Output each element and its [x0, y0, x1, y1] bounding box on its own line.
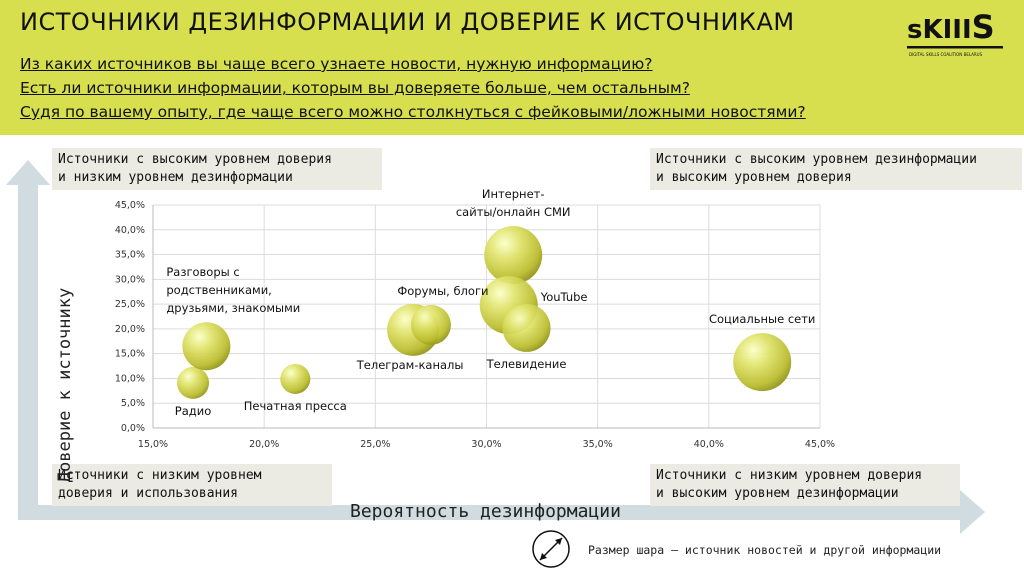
- bubble-label: Печатная пресса: [244, 399, 347, 413]
- bubble-size-legend-icon: [532, 530, 570, 568]
- bubble: [502, 303, 551, 352]
- quadrant-top-right: Источники с высоким уровнем дезинформаци…: [650, 148, 1022, 190]
- quadrant-bottom-left: Источники с низким уровнем доверия и испо…: [52, 464, 332, 506]
- bubble-label: Разговоры с: [166, 265, 239, 279]
- bubble: [177, 366, 210, 399]
- bubble: [733, 333, 792, 392]
- x-tick-label: 30,0%: [471, 439, 501, 450]
- y-tick-label: 25,0%: [115, 299, 145, 310]
- bubble-size-note: Размер шара – источник новостей и другой…: [588, 543, 942, 557]
- y-tick-label: 0,0%: [121, 423, 145, 434]
- svg-text:DIGITAL SKILLS COALITION BELAR: DIGITAL SKILLS COALITION BELARUS: [909, 52, 983, 57]
- bubble: [182, 322, 231, 371]
- quadrant-bottom-right: Источники с низким уровнем доверия и высо…: [650, 464, 960, 506]
- bubble-label: родственниками,: [166, 283, 271, 297]
- quadrant-top-left: Источники с высоким уровнем доверия и низ…: [52, 148, 382, 190]
- x-tick-label: 25,0%: [360, 439, 390, 450]
- y-tick-label: 5,0%: [121, 398, 145, 409]
- skills-logo: sKIIIS DIGITAL SKILLS COALITION BELARUS: [907, 8, 1003, 57]
- bubble-label: друзьями, знакомыми: [166, 301, 300, 315]
- bubble: [410, 304, 451, 345]
- y-tick-label: 40,0%: [115, 225, 145, 236]
- y-tick-label: 10,0%: [115, 373, 145, 384]
- header-banner: ИСТОЧНИКИ ДЕЗИНФОРМАЦИИ И ДОВЕРИЕ К ИСТО…: [0, 0, 1024, 135]
- x-tick-label: 45,0%: [805, 439, 835, 450]
- question-3: Судя по вашему опыту, где чаще всего мож…: [20, 103, 806, 121]
- x-axis-title: Вероятность дезинформации: [350, 501, 621, 522]
- question-1: Из каких источников вы чаще всего узнает…: [20, 55, 653, 73]
- x-tick-label: 20,0%: [249, 439, 279, 450]
- bubble: [280, 363, 311, 394]
- svg-text:sKIIIS: sKIIIS: [907, 8, 995, 46]
- bubble-label: Телеграм-каналы: [356, 358, 464, 372]
- bubble-label: Форумы, блоги: [397, 284, 488, 298]
- page-title: ИСТОЧНИКИ ДЕЗИНФОРМАЦИИ И ДОВЕРИЕ К ИСТО…: [20, 8, 795, 36]
- x-tick-label: 35,0%: [583, 439, 613, 450]
- bubble-label: Социальные сети: [709, 312, 815, 326]
- y-tick-label: 35,0%: [115, 250, 145, 261]
- x-tick-label: 40,0%: [694, 439, 724, 450]
- bubble-label: Телевидение: [486, 357, 567, 371]
- bubble-label: YouTube: [540, 290, 588, 304]
- x-tick-label: 15,0%: [138, 439, 168, 450]
- y-tick-label: 20,0%: [115, 324, 145, 335]
- bubble: [484, 226, 543, 285]
- bubble-label: сайты/онлайн СМИ: [456, 205, 571, 219]
- y-tick-label: 15,0%: [115, 349, 145, 360]
- bubble-label: Интернет-: [482, 187, 545, 201]
- question-2: Есть ли источники информации, которым вы…: [20, 79, 690, 97]
- bubble-label: Радио: [175, 404, 211, 418]
- y-tick-label: 30,0%: [115, 274, 145, 285]
- y-tick-label: 45,0%: [115, 200, 145, 211]
